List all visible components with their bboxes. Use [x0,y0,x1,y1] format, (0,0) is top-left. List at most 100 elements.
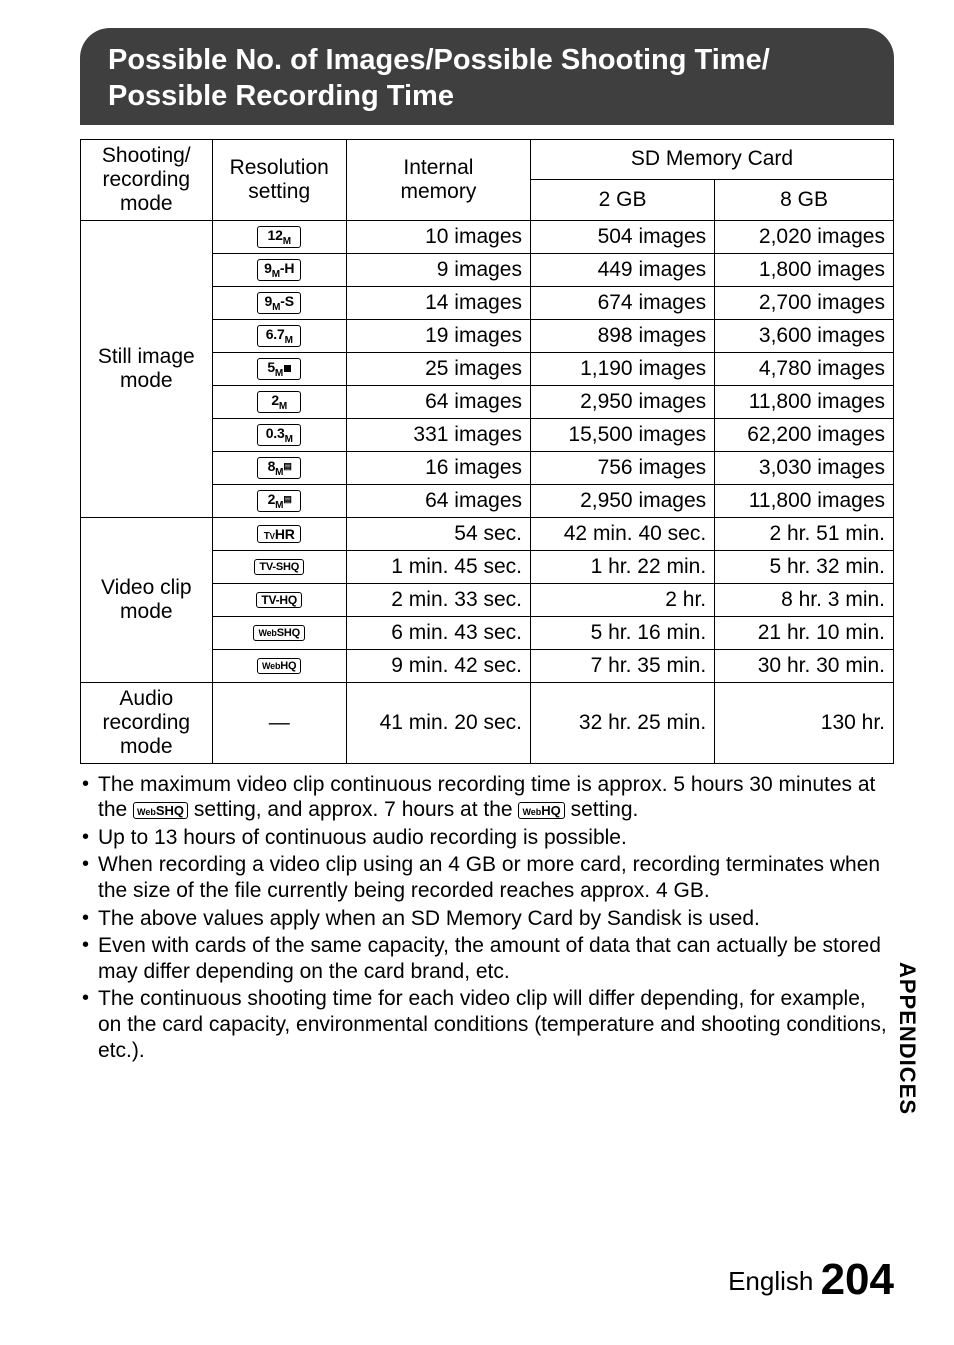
cell-2gb: 504 images [531,220,715,253]
res-badge: 6.7M [257,325,301,347]
cell-8gb: 130 hr. [715,682,894,763]
res-cell: WebSHQ [212,616,346,649]
cell-8gb: 11,800 images [715,385,894,418]
cell-internal: 14 images [346,286,530,319]
cell-internal: 9 min. 42 sec. [346,649,530,682]
cell-2gb: 7 hr. 35 min. [531,649,715,682]
cell-internal: 19 images [346,319,530,352]
table-row: Audiorecordingmode — 41 min. 20 sec. 32 … [81,682,894,763]
res-badge: WebHQ [257,658,301,673]
res-badge: 8M▤ [257,457,301,479]
cell-2gb: 1 hr. 22 min. [531,550,715,583]
res-badge: WebSHQ [133,802,188,819]
cell-8gb: 2 hr. 51 min. [715,517,894,550]
cell-2gb: 1,190 images [531,352,715,385]
note-text: When recording a video clip using an 4 G… [98,853,880,902]
table-body: Still imagemode 12M 10 images 504 images… [81,220,894,763]
res-cell: WebHQ [212,649,346,682]
notes-list: The maximum video clip continuous record… [80,772,894,1064]
cell-8gb: 4,780 images [715,352,894,385]
cell-8gb: 21 hr. 10 min. [715,616,894,649]
res-cell: 5M [212,352,346,385]
table-row: Video clipmode TVHR 54 sec. 42 min. 40 s… [81,517,894,550]
cell-8gb: 2,020 images [715,220,894,253]
cell-internal: 10 images [346,220,530,253]
res-cell: 9M-H [212,253,346,286]
res-badge: 9M-H [257,259,301,281]
res-badge: 9M-S [257,292,301,314]
cell-8gb: 3,600 images [715,319,894,352]
cell-2gb: 449 images [531,253,715,286]
table-row: Still imagemode 12M 10 images 504 images… [81,220,894,253]
cell-internal: 9 images [346,253,530,286]
cell-8gb: 11,800 images [715,484,894,517]
res-badge: WebSHQ [253,625,305,640]
note-text: Even with cards of the same capacity, th… [98,934,881,983]
table-header: Shooting/recordingmode Resolutionsetting… [81,139,894,220]
res-badge: 5M [257,358,301,380]
res-badge: 2M [257,391,301,413]
cell-8gb: 2,700 images [715,286,894,319]
res-badge: TV-HQ [256,592,302,608]
cell-8gb: 30 hr. 30 min. [715,649,894,682]
cell-2gb: 5 hr. 16 min. [531,616,715,649]
cell-2gb: 898 images [531,319,715,352]
cell-2gb: 674 images [531,286,715,319]
cell-internal: 64 images [346,385,530,418]
section-title-text: Possible No. of Images/Possible Shooting… [108,44,770,112]
res-cell: 6.7M [212,319,346,352]
cell-internal: 54 sec. [346,517,530,550]
sequential-icon: ▤ [283,462,291,472]
cell-internal: 16 images [346,451,530,484]
res-badge: TV-SHQ [254,559,304,574]
cell-2gb: 2,950 images [531,385,715,418]
note-text: setting. [571,798,639,821]
cell-2gb: 2 hr. [531,583,715,616]
cell-internal: 2 min. 33 sec. [346,583,530,616]
cell-8gb: 3,030 images [715,451,894,484]
note-text: setting, and approx. 7 hours at the [194,798,519,821]
cell-8gb: 5 hr. 32 min. [715,550,894,583]
note-text: Up to 13 hours of continuous audio recor… [98,826,627,849]
cell-internal: 1 min. 45 sec. [346,550,530,583]
res-badge: WebHQ [518,802,564,819]
cell-internal: 25 images [346,352,530,385]
note-item: The above values apply when an SD Memory… [80,906,894,932]
res-cell: 8M▤ [212,451,346,484]
cell-2gb: 15,500 images [531,418,715,451]
square-icon [284,365,291,372]
hdr-2gb: 2 GB [531,180,715,221]
note-text: The continuous shooting time for each vi… [98,987,887,1061]
note-item: The maximum video clip continuous record… [80,772,894,823]
side-section-label: APPENDICES [894,962,920,1115]
cell-internal: 64 images [346,484,530,517]
res-cell: TVHR [212,517,346,550]
cell-8gb: 8 hr. 3 min. [715,583,894,616]
res-cell: 2M [212,385,346,418]
mode-audio-label: Audiorecordingmode [81,682,213,763]
res-badge: 12M [257,226,301,248]
page: Possible No. of Images/Possible Shooting… [0,0,954,1345]
cell-internal: 6 min. 43 sec. [346,616,530,649]
res-cell: TV-SHQ [212,550,346,583]
cell-8gb: 62,200 images [715,418,894,451]
res-badge: TVHR [257,525,301,543]
note-item: Even with cards of the same capacity, th… [80,933,894,984]
footer-page-number: 204 [821,1255,894,1304]
cell-2gb: 756 images [531,451,715,484]
sequential-icon: ▤ [283,495,291,505]
cell-2gb: 42 min. 40 sec. [531,517,715,550]
res-cell: 2M▤ [212,484,346,517]
res-cell: 12M [212,220,346,253]
hdr-8gb: 8 GB [715,180,894,221]
cell-2gb: 32 hr. 25 min. [531,682,715,763]
note-text: The above values apply when an SD Memory… [98,907,760,930]
footer-language: English [728,1266,813,1296]
note-item: The continuous shooting time for each vi… [80,986,894,1063]
cell-2gb: 2,950 images [531,484,715,517]
res-cell: 9M-S [212,286,346,319]
res-badge: 0.3M [257,424,301,446]
section-title: Possible No. of Images/Possible Shooting… [80,28,894,125]
mode-still-label: Still imagemode [81,220,213,517]
res-badge: 2M▤ [257,490,301,512]
